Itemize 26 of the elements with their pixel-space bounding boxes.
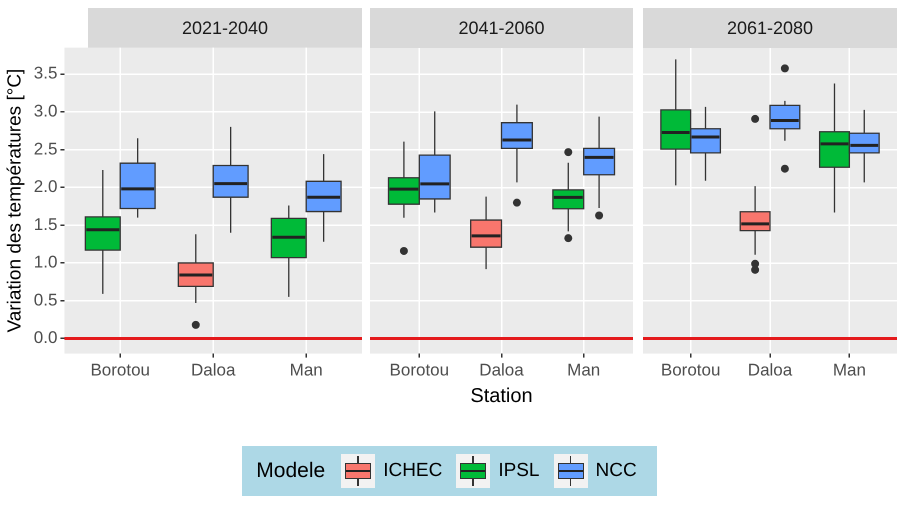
y-tick-label: 2.0 <box>34 177 58 196</box>
x-tick-label: Daloa <box>479 360 524 380</box>
y-axis-title: Variation des températures [°C] <box>4 68 26 333</box>
y-tick-label: 1.5 <box>34 214 58 234</box>
x-tick-label: Daloa <box>748 360 793 380</box>
legend-label: NCC <box>596 460 637 482</box>
legend-label: ICHEC <box>383 460 442 482</box>
panel-header: 2061-2080 <box>643 8 897 48</box>
y-tick-label: 3.0 <box>34 102 58 121</box>
x-tick-label: Man <box>832 360 866 380</box>
panel-header: 2021-2040 <box>88 8 362 48</box>
y-tick-label: 1.0 <box>34 252 58 272</box>
y-tick-label: 0.5 <box>34 290 58 310</box>
x-tick-label: Borotou <box>660 360 720 380</box>
legend-label: IPSL <box>498 460 540 482</box>
x-tick-label: Borotou <box>390 360 450 380</box>
x-tick-label: Man <box>290 360 323 380</box>
panel-header: 2041-2060 <box>370 8 633 48</box>
y-tick-label: 0.0 <box>34 328 58 348</box>
x-tick-label: Daloa <box>191 360 236 380</box>
legend-title: Modele <box>256 459 326 483</box>
x-tick-label: Man <box>567 360 600 380</box>
x-tick-label: Borotou <box>90 360 150 380</box>
y-tick-label: 2.5 <box>34 139 58 158</box>
y-tick-label: 3.5 <box>34 64 58 83</box>
x-axis-title: Station <box>469 384 534 409</box>
